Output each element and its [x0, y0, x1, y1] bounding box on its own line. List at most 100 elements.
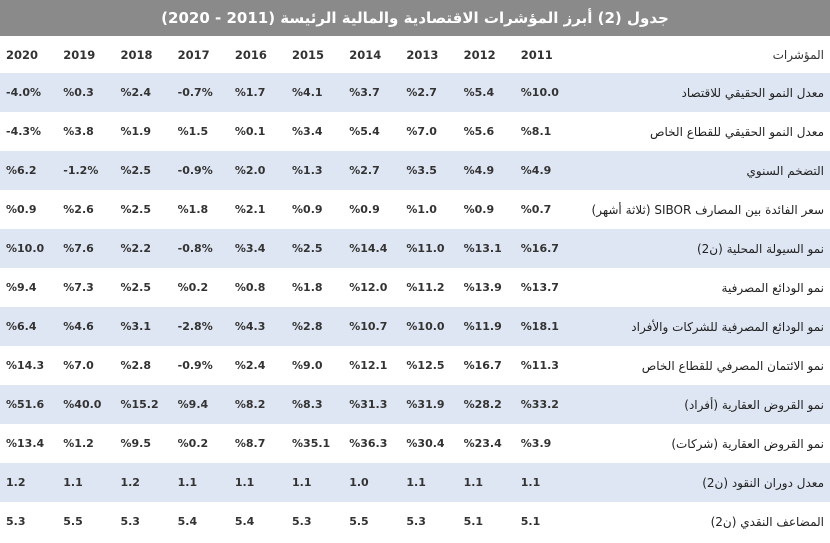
- table-row: نمو الائتمان المصرفي للقطاع الخاص %11.3 %1…: [0, 346, 830, 385]
- indicator-value: %2.4: [234, 359, 266, 372]
- indicator-value: %1.7: [234, 86, 266, 99]
- indicator-value: -2.8%: [177, 320, 213, 333]
- indicator-value: %2.8: [292, 320, 323, 333]
- indicator-value: %13.9: [463, 281, 502, 294]
- indicator-value: %11.9: [463, 320, 502, 333]
- indicator-value: %3.8: [63, 125, 94, 138]
- indicator-value: %2.2: [120, 242, 151, 255]
- table-row: نمو السيولة المحلية (ن2) %16.7 %13.1 %11.0%…: [0, 229, 830, 268]
- table-title: جدول (2) أبرز المؤشرات الاقتصادية والمال…: [0, 0, 830, 36]
- indicator-value: %14.3: [6, 359, 45, 372]
- indicator-label: معدل النمو الحقيقي للاقتصاد: [681, 85, 824, 100]
- indicator-value: %3.4: [292, 125, 323, 138]
- indicators-table: المؤشرات 2011 2012 2013 2014 2015 2016 2…: [0, 36, 830, 541]
- indicator-value: %10.0: [406, 320, 445, 333]
- header-row: المؤشرات 2011 2012 2013 2014 2015 2016 2…: [0, 36, 830, 73]
- indicator-value: %10.0: [520, 86, 559, 99]
- table-row: سعر الفائدة بين المصارف SIBOR (ثلاثة أشه…: [0, 190, 830, 229]
- table-row: نمو الودائع المصرفية %13.7 %13.9 %11.2 %12.0…: [0, 268, 830, 307]
- indicator-value: %3.5: [406, 164, 437, 177]
- indicator-value: %10.0: [6, 242, 45, 255]
- header-year: 2012: [463, 47, 496, 62]
- indicator-value: %2.7: [349, 164, 380, 177]
- indicator-value: %4.3: [234, 320, 266, 333]
- indicator-value: %2.7: [406, 86, 437, 99]
- indicator-value: 1.1: [63, 476, 83, 489]
- indicator-label: معدل دوران النقود (ن2): [702, 475, 824, 490]
- indicator-value: %11.3: [520, 359, 559, 372]
- indicator-value: -0.8%: [177, 242, 213, 255]
- indicator-value: %12.1: [349, 359, 388, 372]
- indicator-value: %0.2: [177, 437, 209, 450]
- indicator-value: -1.2%: [63, 164, 99, 177]
- indicator-value: %0.2: [177, 281, 209, 294]
- indicator-value: %15.2: [120, 398, 159, 411]
- table-row: المضاعف النقدي (ن2) 5.1 5.1 5.3 5.5 5.3 5.4 5.4…: [0, 502, 830, 541]
- indicator-value: %2.5: [292, 242, 323, 255]
- indicator-label: سعر الفائدة بين المصارف SIBOR (ثلاثة أشه…: [591, 202, 824, 217]
- indicator-value: %2.8: [120, 359, 151, 372]
- indicator-value: %7.3: [63, 281, 94, 294]
- indicator-value: %1.8: [292, 281, 323, 294]
- indicator-value: %8.2: [234, 398, 266, 411]
- indicator-value: %23.4: [463, 437, 502, 450]
- header-year: 2013: [406, 47, 439, 62]
- indicator-value: %4.6: [63, 320, 94, 333]
- indicator-value: %1.8: [177, 203, 209, 216]
- indicator-value: %0.9: [349, 203, 380, 216]
- indicator-value: %2.6: [63, 203, 94, 216]
- indicator-value: %6.4: [6, 320, 37, 333]
- indicator-value: -0.9%: [177, 164, 213, 177]
- indicator-value: %5.4: [349, 125, 380, 138]
- indicator-label: نمو الودائع المصرفية للشركات والأفراد: [631, 319, 824, 334]
- indicator-value: 5.4: [177, 515, 198, 528]
- indicator-value: %12.5: [406, 359, 445, 372]
- indicator-value: 5.5: [63, 515, 83, 528]
- indicator-value: %1.5: [177, 125, 209, 138]
- indicator-value: %1.2: [63, 437, 94, 450]
- indicator-value: %3.1: [120, 320, 151, 333]
- indicator-value: %1.0: [406, 203, 437, 216]
- indicator-value: 5.3: [120, 515, 140, 528]
- indicator-value: -4.3%: [6, 125, 42, 138]
- indicator-value: %9.4: [6, 281, 37, 294]
- table-row: نمو القروض العقارية (أفراد) %33.2 %28.2 %31…: [0, 385, 830, 424]
- indicator-value: %33.2: [520, 398, 559, 411]
- indicator-label: معدل النمو الحقيقي للقطاع الخاص: [650, 124, 824, 139]
- indicator-value: %1.3: [292, 164, 323, 177]
- table-row: التضخم السنوي %4.9 %4.9 %3.5 %2.7 %1.3 %2.0 -0.…: [0, 151, 830, 190]
- indicator-value: 1.1: [463, 476, 484, 489]
- indicator-value: %35.1: [292, 437, 331, 450]
- indicator-label: نمو القروض العقارية (أفراد): [684, 397, 824, 412]
- indicator-value: 1.1: [520, 476, 541, 489]
- indicator-value: 5.1: [463, 515, 484, 528]
- indicator-value: %9.4: [177, 398, 209, 411]
- indicator-value: 1.1: [177, 476, 198, 489]
- indicator-value: %3.7: [349, 86, 380, 99]
- indicator-value: %12.0: [349, 281, 388, 294]
- indicator-value: %28.2: [463, 398, 502, 411]
- indicator-value: 1.2: [6, 476, 26, 489]
- header-year: 2019: [63, 47, 96, 62]
- indicator-value: %7.6: [63, 242, 94, 255]
- indicator-value: %2.5: [120, 281, 151, 294]
- indicator-label: نمو الودائع المصرفية: [721, 280, 824, 295]
- table-row: نمو القروض العقارية (شركات) %3.9 %23.4 %30.…: [0, 424, 830, 463]
- indicator-value: %31.3: [349, 398, 388, 411]
- header-label: المؤشرات: [772, 47, 824, 62]
- indicator-value: 5.3: [292, 515, 312, 528]
- table-row: معدل النمو الحقيقي للقطاع الخاص %8.1 %5.6%…: [0, 112, 830, 151]
- indicator-value: %0.3: [63, 86, 94, 99]
- indicator-value: %5.4: [463, 86, 495, 99]
- table-row: معدل دوران النقود (ن2) 1.1 1.1 1.1 1.0 1.1 1.1…: [0, 463, 830, 502]
- indicator-label: نمو الائتمان المصرفي للقطاع الخاص: [641, 358, 824, 373]
- indicator-value: %8.7: [234, 437, 266, 450]
- indicator-value: 5.1: [520, 515, 541, 528]
- indicator-value: %0.9: [292, 203, 323, 216]
- indicator-value: %5.6: [463, 125, 495, 138]
- indicator-value: 1.1: [406, 476, 426, 489]
- indicator-value: -0.7%: [177, 86, 213, 99]
- indicator-value: %14.4: [349, 242, 388, 255]
- header-year: 2016: [234, 47, 267, 62]
- indicator-value: 1.0: [349, 476, 369, 489]
